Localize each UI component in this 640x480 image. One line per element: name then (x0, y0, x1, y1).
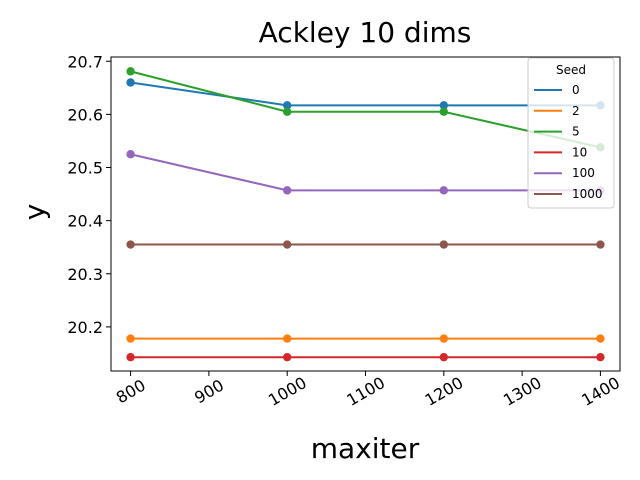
data-point-2-800 (126, 334, 135, 343)
data-point-0-800 (126, 78, 135, 87)
data-point-0-1000 (282, 101, 292, 110)
data-point-10-1200 (439, 352, 449, 362)
y-axis-label: y (18, 204, 51, 221)
data-point-10-800 (126, 352, 135, 362)
data-point-1000-1000 (282, 240, 292, 249)
data-point-0-1200 (439, 101, 449, 110)
data-point-100-800 (126, 150, 135, 159)
legend-label-100: 100 (572, 166, 595, 180)
y-tick-label: 20.3 (67, 265, 103, 284)
data-point-100-1000 (282, 186, 292, 195)
legend-label-10: 10 (572, 145, 587, 159)
data-point-10-1000 (282, 352, 292, 362)
legend: Seed 0 2 5 10 100 1000 (527, 57, 615, 209)
legend-label-2: 2 (572, 104, 580, 118)
data-point-1000-1400 (596, 240, 605, 249)
data-point-5-1000 (282, 107, 292, 116)
legend-label-0: 0 (572, 83, 580, 97)
x-tick-label: 1200 (422, 373, 467, 410)
data-point-1000-800 (126, 240, 135, 249)
x-tick-label: 1100 (343, 373, 388, 410)
data-point-5-800 (126, 67, 135, 76)
x-tick-label: 900 (191, 376, 227, 408)
y-tick-label: 20.6 (67, 105, 103, 124)
x-tick-label: 1400 (578, 373, 623, 410)
data-point-10-1400 (596, 352, 605, 362)
chart-title: Ackley 10 dims (259, 16, 472, 49)
data-point-1000-1200 (439, 240, 449, 249)
series-line-0 (130, 81, 601, 107)
y-tick-label: 20.5 (67, 159, 103, 178)
series-line-5 (130, 70, 601, 149)
legend-box (527, 57, 615, 209)
series-line-100 (130, 153, 601, 192)
data-point-100-1200 (439, 186, 449, 195)
y-tick-label: 20.2 (67, 318, 103, 337)
x-tick-label: 800 (113, 376, 149, 408)
y-tick-label: 20.7 (67, 52, 103, 71)
data-point-5-1200 (439, 107, 449, 116)
x-tick-label: 1000 (265, 373, 310, 410)
data-point-2-1200 (439, 334, 449, 343)
legend-label-5: 5 (572, 125, 580, 139)
x-tick-label: 1300 (500, 373, 545, 410)
plot-area: 800 900 1000 1100 1200 1300 140020.220.320.420… (67, 52, 623, 410)
y-tick-label: 20.4 (67, 212, 103, 231)
data-point-2-1000 (282, 334, 292, 343)
data-point-2-1400 (596, 334, 605, 343)
legend-label-1000: 1000 (572, 187, 603, 201)
x-axis-label: maxiter (311, 432, 420, 465)
legend-title: Seed (556, 63, 586, 77)
